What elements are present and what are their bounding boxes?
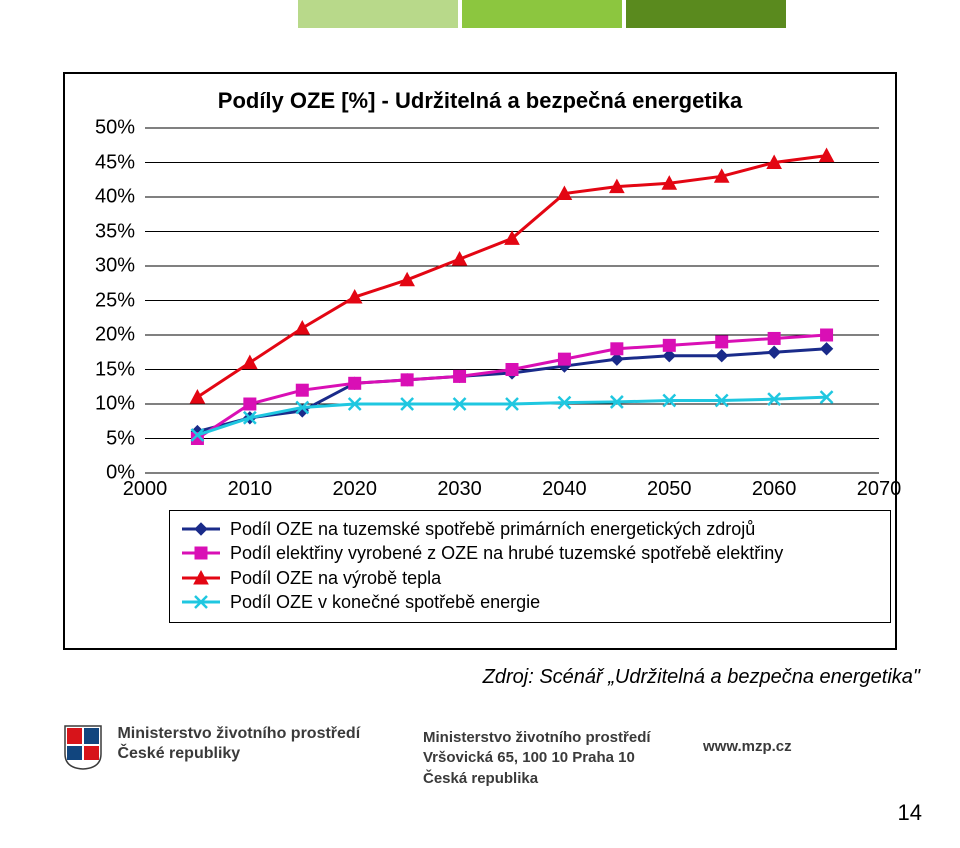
y-tick-label: 50% [85, 117, 135, 140]
x-tick-label: 2040 [542, 478, 587, 501]
y-tick-label: 10% [85, 393, 135, 416]
footer-url: www.mzp.cz [703, 738, 792, 755]
y-tick-label: 40% [85, 186, 135, 209]
plot-area: 0%5%10%15%20%25%30%35%40%45%50% 20002010… [145, 128, 879, 473]
state-emblem-icon [63, 724, 103, 770]
y-tick-label: 20% [85, 324, 135, 347]
header-accent-1 [298, 0, 458, 28]
legend-item: Podíl OZE v konečné spotřebě energie [180, 590, 880, 614]
header-accent-2 [462, 0, 622, 28]
ministry-line2: České republiky [117, 745, 240, 762]
legend-label: Podíl OZE na výrobě tepla [230, 566, 441, 590]
y-tick-label: 30% [85, 255, 135, 278]
ministry-name: Ministerstvo životního prostředí České r… [117, 724, 360, 764]
x-tick-label: 2020 [332, 478, 377, 501]
legend-swatch-icon [180, 569, 222, 587]
x-tick-label: 2010 [228, 478, 273, 501]
y-tick-label: 5% [85, 427, 135, 450]
legend-swatch-icon [180, 544, 222, 562]
footer-address: Ministerstvo životního prostředí Vršovic… [423, 728, 651, 789]
header-accent-3 [626, 0, 786, 28]
legend-label: Podíl OZE v konečné spotřebě energie [230, 590, 540, 614]
footer-left: Ministerstvo životního prostředí České r… [63, 724, 360, 770]
legend-item: Podíl elektřiny vyrobené z OZE na hrubé … [180, 541, 880, 565]
legend-swatch-icon [180, 520, 222, 538]
legend-swatch-icon [180, 593, 222, 611]
ministry-line1: Ministerstvo životního prostředí [117, 725, 360, 742]
chart-svg [145, 128, 879, 473]
footer: Ministerstvo životního prostředí České r… [63, 724, 903, 814]
footer-mid-3: Česká republika [423, 770, 538, 787]
x-tick-label: 2030 [437, 478, 482, 501]
legend: Podíl OZE na tuzemské spotřebě primárníc… [169, 510, 891, 623]
legend-item: Podíl OZE na tuzemské spotřebě primárníc… [180, 517, 880, 541]
y-tick-label: 15% [85, 358, 135, 381]
footer-mid-2: Vršovická 65, 100 10 Praha 10 [423, 749, 635, 766]
page-number: 14 [898, 800, 922, 826]
legend-label: Podíl elektřiny vyrobené z OZE na hrubé … [230, 541, 783, 565]
legend-item: Podíl OZE na výrobě tepla [180, 566, 880, 590]
x-tick-label: 2070 [857, 478, 902, 501]
chart-title: Podíly OZE [%] - Udržitelná a bezpečná e… [65, 88, 895, 114]
y-tick-label: 45% [85, 151, 135, 174]
y-tick-label: 35% [85, 220, 135, 243]
x-tick-label: 2050 [647, 478, 692, 501]
y-tick-label: 25% [85, 289, 135, 312]
x-tick-label: 2000 [123, 478, 168, 501]
source-text: Zdroj: Scénář „Udržitelná a bezpečna ene… [0, 666, 960, 689]
chart-container: Podíly OZE [%] - Udržitelná a bezpečná e… [63, 72, 897, 650]
x-tick-label: 2060 [752, 478, 797, 501]
legend-label: Podíl OZE na tuzemské spotřebě primárníc… [230, 517, 755, 541]
footer-mid-1: Ministerstvo životního prostředí [423, 729, 651, 746]
